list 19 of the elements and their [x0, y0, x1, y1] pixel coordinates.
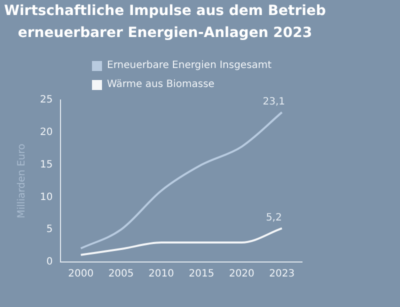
chart-title: Wirtschaftliche Impulse aus dem Betrieb erneuerbarer Energien-Anlagen 2023 — [3, 2, 327, 43]
y-tick-label: 20 — [40, 126, 53, 138]
y-tick-label: 5 — [46, 224, 53, 236]
line-series — [80, 111, 283, 250]
y-tick-label: 25 — [40, 94, 53, 106]
y-tick-label: 15 — [40, 159, 53, 170]
data-label: 23,1 — [262, 96, 286, 108]
x-tick-label: 2023 — [269, 268, 295, 280]
x-tick-label: 2015 — [188, 268, 214, 280]
x-tick-label: 2000 — [68, 268, 94, 280]
y-tick-label: 0 — [46, 256, 53, 268]
x-tick-label: 2005 — [108, 268, 134, 280]
legend-label: Wärme aus Biomasse — [107, 79, 214, 90]
data-label: 5,2 — [266, 212, 282, 224]
line-series — [80, 227, 283, 256]
x-tick-label: 2020 — [228, 268, 254, 280]
y-tick-label: 10 — [40, 192, 53, 203]
x-tick-label: 2010 — [148, 268, 174, 280]
legend-label: Erneuerbare Energien Insgesamt — [107, 60, 272, 71]
